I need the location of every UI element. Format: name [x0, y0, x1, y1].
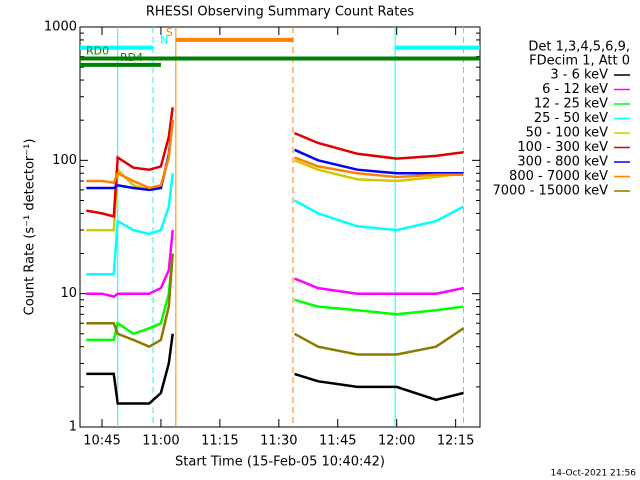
flag-label: S	[166, 26, 173, 39]
legend-label: 6 - 12 keV	[542, 82, 608, 97]
x-tick-label: 10:45	[83, 434, 120, 449]
series-line	[86, 229, 464, 298]
series-line	[86, 253, 465, 356]
legend-label: 50 - 100 keV	[526, 126, 609, 141]
x-tick-label: 11:30	[260, 434, 297, 449]
series-line	[86, 120, 464, 190]
footer: 14-Oct-2021 21:56	[551, 469, 637, 479]
x-tick-label: 12:00	[378, 434, 415, 449]
legend-header: Det 1,3,4,5,6,9,	[528, 40, 630, 55]
legend-label: 800 - 7000 keV	[509, 169, 608, 184]
legend-label: 100 - 300 keV	[517, 140, 608, 155]
x-tick-label: 11:00	[142, 434, 179, 449]
x-tick-label: 11:45	[319, 434, 356, 449]
series-line	[86, 253, 464, 342]
flag-label: RD4	[120, 51, 143, 64]
series-line	[86, 173, 465, 276]
legend-label: 300 - 800 keV	[517, 155, 608, 170]
legend-label: 3 - 6 keV	[550, 68, 608, 83]
y-axis-label: Count Rate (s⁻¹ detector⁻¹)	[23, 139, 38, 316]
plot-frame	[79, 26, 481, 428]
series-line	[86, 333, 464, 405]
y-tick-label: 1	[69, 420, 77, 435]
x-tick-label: 11:15	[201, 434, 238, 449]
series-line	[86, 107, 464, 218]
flag-label: RD0	[86, 45, 109, 58]
x-axis-label: Start Time (15-Feb-05 10:40:42)	[175, 455, 385, 470]
y-tick-label: 100	[52, 153, 77, 168]
y-tick-label: 10	[60, 286, 77, 301]
flag-label: N	[160, 34, 168, 47]
legend-label: 25 - 50 keV	[534, 111, 608, 126]
x-tick-label: 12:15	[437, 434, 474, 449]
legend-header: FDecim 1, Att 0	[529, 54, 630, 69]
y-tick-label: 1000	[44, 20, 77, 35]
legend-label: 7000 - 15000 keV	[493, 184, 609, 199]
legend-label: 12 - 25 keV	[534, 97, 608, 112]
chart-title: RHESSI Observing Summary Count Rates	[146, 5, 415, 20]
